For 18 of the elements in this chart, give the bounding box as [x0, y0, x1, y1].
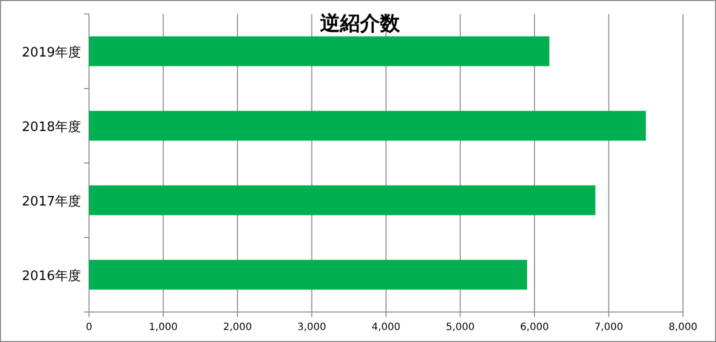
bar	[89, 36, 550, 66]
y-tick-label: 2018年度	[22, 118, 81, 135]
y-tick-label: 2016年度	[22, 268, 81, 284]
x-tick-label: 7,000	[594, 322, 624, 333]
bar	[89, 110, 646, 141]
x-tick-label: 3,000	[297, 322, 326, 333]
x-tick-label: 6,000	[520, 322, 549, 333]
x-tick-label: 2,000	[223, 322, 252, 333]
bar	[89, 185, 596, 216]
x-tick-label: 5,000	[446, 322, 475, 333]
y-tick-label: 2019年度	[22, 44, 81, 60]
chart-title: 逆紹介数	[319, 11, 401, 35]
x-tick-label: 8,000	[668, 322, 698, 333]
y-tick-label: 2017年度	[22, 193, 81, 210]
x-tick-label: 4,000	[372, 322, 400, 333]
x-tick-label: 0	[86, 322, 92, 333]
x-tick-label: 1,000	[148, 322, 178, 333]
bar	[89, 260, 528, 290]
